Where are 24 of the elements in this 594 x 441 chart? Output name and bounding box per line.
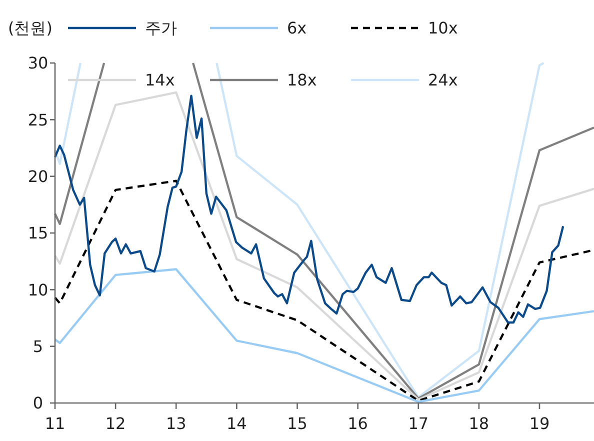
x-tick-label: 18 (468, 414, 490, 433)
x-tick-label: 12 (105, 414, 126, 433)
y-tick-label: 0 (32, 394, 44, 413)
y-tick-label: 15 (28, 224, 48, 243)
x-tick-label: 19 (529, 414, 550, 433)
x-tick-label: 16 (348, 414, 368, 433)
y-axis-title: (천원) (8, 18, 52, 38)
x-tick-label: 11 (44, 414, 66, 433)
line-series (54, 94, 564, 324)
legend-label: 24x (428, 70, 458, 90)
y-tick-label: 10 (28, 280, 48, 300)
y-tick-label: 25 (28, 110, 48, 130)
x-tick-label: 15 (287, 414, 308, 433)
legend-label: 주가 (145, 18, 177, 38)
legend-label: 18x (287, 70, 317, 90)
y-tick-label: 20 (28, 166, 48, 186)
x-tick-label: 13 (166, 414, 186, 433)
legend-label: 14x (145, 70, 175, 90)
y-tick-label: 30 (28, 54, 48, 73)
x-tick-label: 14 (226, 414, 247, 433)
legend-label: 6x (287, 18, 307, 38)
legend-label: 10x (428, 18, 458, 38)
y-tick-label: 5 (32, 336, 44, 356)
x-tick-label: 17 (408, 414, 429, 433)
